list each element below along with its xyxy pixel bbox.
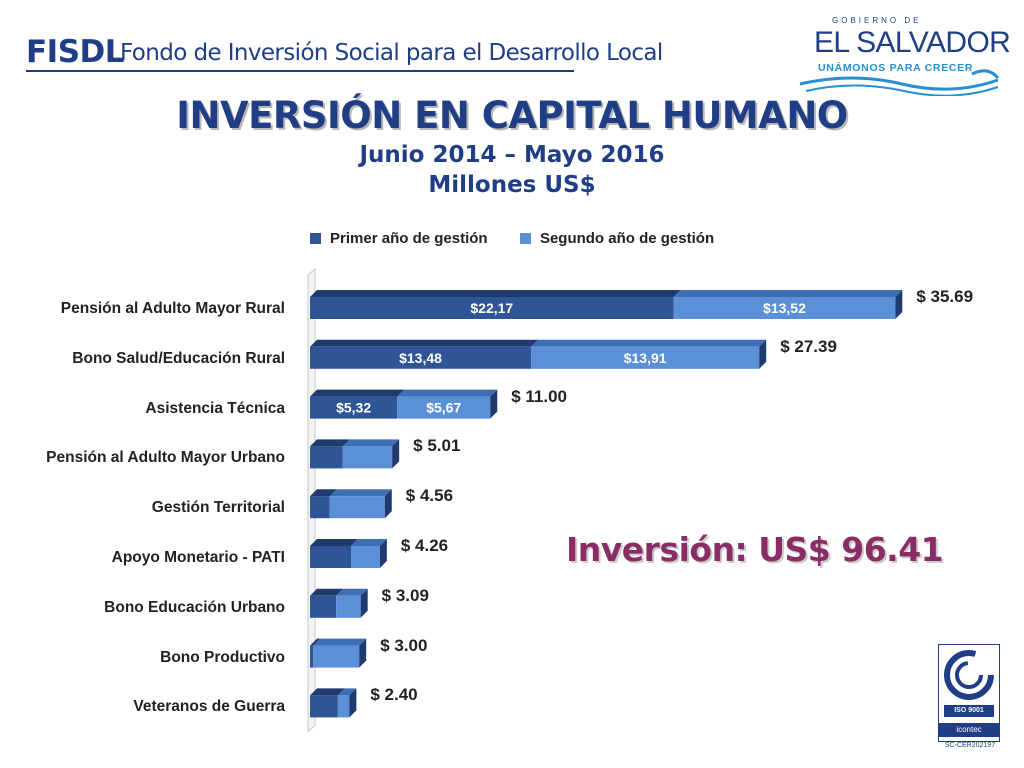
- fisdl-logo: FISDL Fondo de Inversión Social para el …: [26, 34, 663, 74]
- bar-top-2-2: [531, 339, 767, 347]
- bar-top-1-2: [310, 339, 539, 347]
- bar-side-7: [360, 588, 368, 618]
- header-divider: [26, 70, 574, 72]
- data-label-2-2: $13,91: [624, 350, 667, 366]
- bar-series-2-row-7: [336, 595, 361, 618]
- bar-series-2-row-6: [351, 546, 380, 568]
- category-label: Pensión al Adulto Mayor Urbano: [46, 449, 285, 467]
- wave-icon: [799, 69, 1000, 96]
- bar-series-1-row-7: [310, 595, 337, 618]
- total-label: $ 4.56: [405, 486, 454, 506]
- bar-side-5: [384, 489, 392, 519]
- cert-iso-label: ISO 9001: [944, 705, 994, 717]
- bar-series-1-row-6: [310, 546, 351, 568]
- legend-item-series-2: Segundo año de gestión: [519, 230, 715, 247]
- bar-top-1-8: [310, 638, 321, 646]
- bar-series-2-row-5: [329, 496, 385, 519]
- page-title: INVERSIÓN EN CAPITAL HUMANO: [176, 94, 848, 137]
- total-label: $ 35.69: [916, 287, 974, 306]
- cert-issuer: icontec: [939, 723, 999, 737]
- gov-top-text: GOBIERNO DE: [832, 16, 922, 25]
- bar-top-2-3: [397, 389, 498, 397]
- bar-top-2-4: [342, 439, 400, 447]
- data-label-2-3: $5,67: [426, 400, 461, 416]
- bar-top-2-8: [313, 638, 367, 646]
- bar-series-1-row-4: [310, 446, 343, 469]
- gov-slogan: UNÁMONOS PARA CRECER: [818, 62, 974, 74]
- bar-top-1-6: [310, 539, 358, 546]
- category-label: Veteranos de Guerra: [133, 698, 285, 716]
- bar-series-2-row-9: [337, 695, 350, 718]
- bar-side-4: [392, 439, 400, 469]
- bar-side-8: [359, 638, 367, 668]
- bar-top-1-1: [310, 290, 681, 297]
- bar-series-1-row-8: [310, 645, 314, 668]
- bar-side-1: [895, 290, 903, 319]
- fisdl-brand: FISDL: [26, 34, 125, 70]
- total-label: $ 27.39: [780, 336, 837, 356]
- bar-series-1-row-3: [310, 396, 398, 419]
- bar-top-2-9: [337, 688, 357, 696]
- bar-top-1-4: [310, 439, 350, 447]
- category-label: Pensión al Adulto Mayor Rural: [60, 300, 285, 317]
- bar-side-6: [379, 539, 387, 568]
- cert-frame: ISO 9001 icontec: [938, 644, 1000, 742]
- bar-top-2-5: [329, 489, 392, 497]
- legend-item-series-1: Primer año de gestión: [309, 230, 488, 247]
- legend-label-series-1: Primer año de gestión: [330, 230, 488, 247]
- category-label: Bono Productivo: [160, 648, 285, 666]
- category-label: Bono Salud/Educación Rural: [72, 349, 285, 367]
- units-subtitle: Millones US$: [428, 172, 596, 198]
- government-logo: GOBIERNO DE EL SALVADOR UNÁMONOS PARA CR…: [792, 12, 1011, 96]
- total-label: $ 5.01: [413, 436, 461, 456]
- bar-top-1-7: [310, 588, 344, 596]
- total-label: $ 2.40: [370, 685, 418, 705]
- bar-series-1-row-1: [310, 297, 674, 319]
- bar-top-2-7: [336, 588, 368, 596]
- gov-name: EL SALVADOR: [814, 26, 1011, 59]
- bar-series-2-row-3: [397, 396, 491, 419]
- bar-series-2-row-8: [313, 645, 360, 668]
- bar-series-1-row-5: [310, 496, 330, 519]
- bar-side-2: [759, 339, 767, 369]
- bar-series-1-row-9: [310, 695, 338, 718]
- legend-label-series-2: Segundo año de gestión: [539, 230, 715, 247]
- total-label: $ 3.09: [381, 585, 429, 605]
- bar-series-1-row-2: [310, 346, 532, 369]
- total-label: $ 3.00: [380, 635, 428, 655]
- bar-series-2-row-1: [673, 297, 896, 319]
- cert-code: SC-CER202197: [944, 742, 996, 749]
- data-label-1-1: $22,17: [470, 300, 513, 316]
- total-label: $ 11.00: [511, 386, 568, 406]
- bar-top-1-5: [310, 489, 337, 497]
- investment-total: Inversión: US$ 96.41: [566, 530, 944, 569]
- bar-top-1-9: [310, 688, 345, 696]
- bar-top-2-6: [351, 539, 387, 546]
- chart-axis-wall: [307, 267, 316, 733]
- data-label-1-2: $13,48: [399, 350, 442, 366]
- bar-series-2-row-4: [342, 446, 393, 469]
- chart-legend: Primer año de gestión Segundo año de ges…: [0, 230, 1024, 247]
- period-subtitle: Junio 2014 – Mayo 2016: [359, 142, 665, 168]
- legend-swatch-series-2: [519, 232, 531, 244]
- bar-top-2-1: [673, 290, 903, 297]
- bar-side-3: [490, 389, 498, 419]
- bar-series-2-row-2: [531, 346, 760, 369]
- data-label-2-1: $13,52: [763, 300, 806, 316]
- category-label: Gestión Territorial: [151, 499, 285, 517]
- fisdl-full-name: Fondo de Inversión Social para el Desarr…: [120, 40, 663, 66]
- iso-certification-badge: ISO 9001 icontec SC-CER202197: [938, 644, 1002, 754]
- category-label: Apoyo Monetario - PATI: [111, 549, 285, 566]
- category-label: Asistencia Técnica: [145, 399, 285, 417]
- total-label: $ 4.26: [400, 536, 449, 555]
- category-label: Bono Educación Urbano: [104, 598, 285, 616]
- legend-swatch-series-1: [309, 232, 321, 244]
- data-label-1-3: $5,32: [336, 400, 371, 416]
- icontec-logo-icon: [944, 650, 994, 700]
- bar-top-1-3: [310, 389, 405, 397]
- bar-side-9: [349, 688, 357, 718]
